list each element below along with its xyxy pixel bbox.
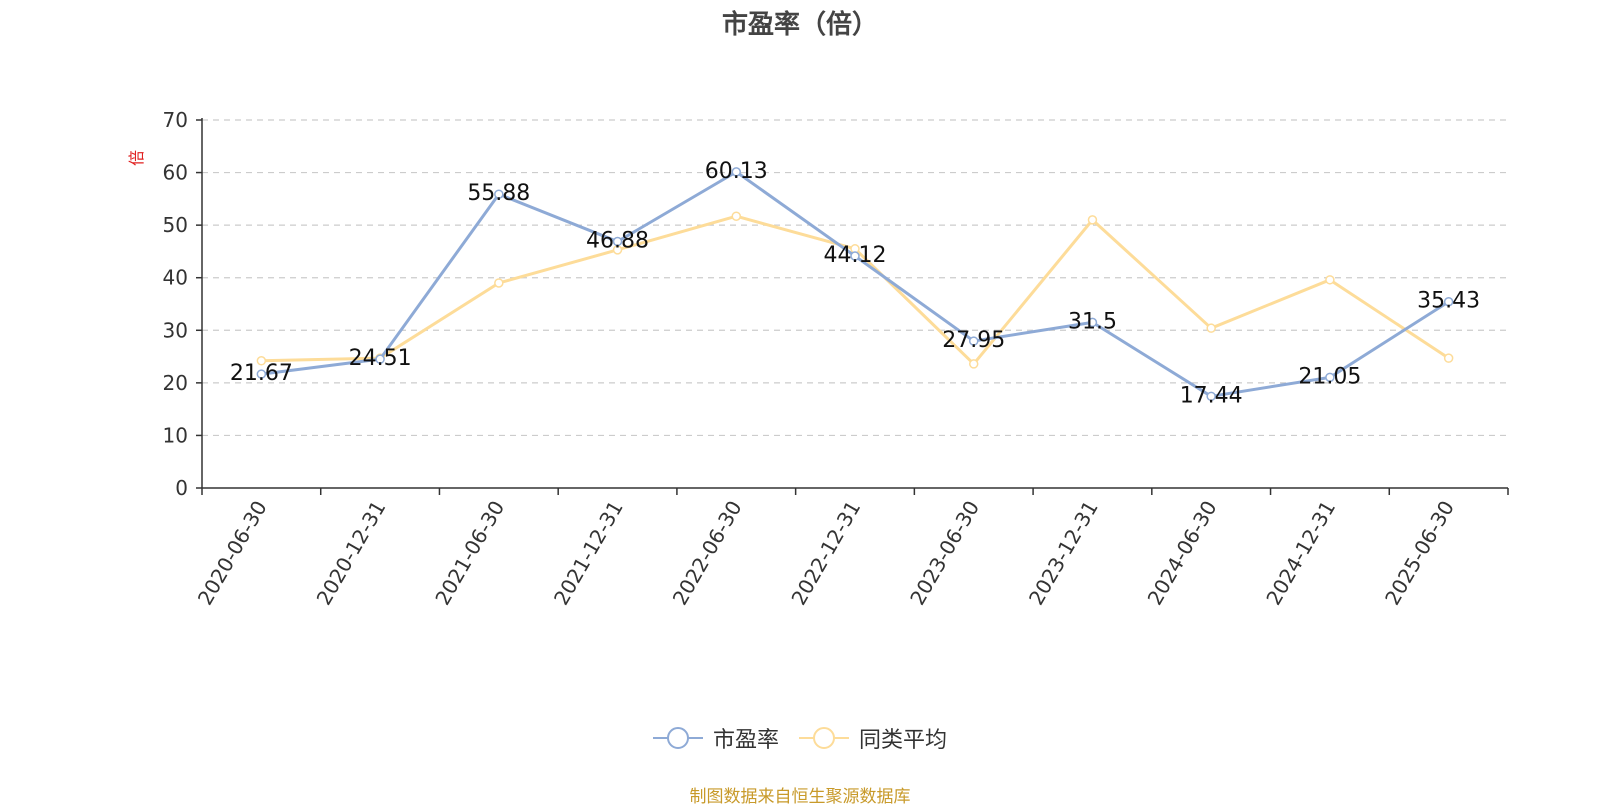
x-tick-label: 2023-06-30 xyxy=(905,497,984,610)
legend-label-peer-avg: 同类平均 xyxy=(859,728,948,753)
x-tick-label: 2022-06-30 xyxy=(668,497,747,610)
data-point-0 xyxy=(375,354,385,364)
data-point-0 xyxy=(494,189,504,199)
x-tick-label: 2021-12-31 xyxy=(549,497,628,610)
data-point-1 xyxy=(968,359,979,369)
y-tick-label: 60 xyxy=(163,161,188,185)
data-label: 27.95 xyxy=(942,328,1005,353)
legend-marker-peer-avg xyxy=(799,727,849,749)
y-tick-label: 20 xyxy=(163,371,188,395)
data-label: 60.13 xyxy=(705,159,768,184)
data-point-0 xyxy=(256,369,267,379)
legend: 市盈率 同类平均 xyxy=(0,722,1600,754)
series-line-0 xyxy=(261,170,1450,398)
chart-title: 市盈率（倍） xyxy=(721,10,878,40)
data-point-1 xyxy=(1325,275,1335,285)
data-point-1 xyxy=(1206,323,1216,333)
y-tick-label: 50 xyxy=(163,213,188,237)
data-point-1 xyxy=(1443,353,1454,363)
gridlines xyxy=(202,119,1508,437)
data-source-footer: 制图数据来自恒生聚源数据库 xyxy=(689,787,911,807)
data-point-0 xyxy=(1087,317,1098,328)
data-point-0 xyxy=(1443,296,1454,307)
x-tick-label: 2020-12-31 xyxy=(312,497,391,610)
data-point-1 xyxy=(1087,215,1098,225)
data-label: 21.05 xyxy=(1298,364,1361,389)
x-tick-label: 2021-06-30 xyxy=(430,497,509,610)
data-label: 35.43 xyxy=(1417,289,1480,314)
data-label: 21.67 xyxy=(230,361,293,386)
y-axis-unit-label: 倍 xyxy=(127,150,146,166)
data-label: 46.88 xyxy=(586,229,649,254)
y-tick-label: 30 xyxy=(163,318,188,342)
data-point-1 xyxy=(731,211,742,221)
data-label: 55.88 xyxy=(467,181,530,206)
legend-label-pe: 市盈率 xyxy=(712,728,779,753)
series-lines xyxy=(256,167,1454,402)
data-label: 31.5 xyxy=(1068,309,1117,334)
legend-item-pe[interactable]: 市盈率 xyxy=(652,722,779,754)
x-tick-label: 2022-12-31 xyxy=(786,497,865,610)
data-point-0 xyxy=(850,251,860,261)
data-point-0 xyxy=(612,236,623,247)
series-line-1 xyxy=(261,214,1450,366)
data-point-0 xyxy=(1325,372,1335,383)
data-point-0 xyxy=(1206,391,1216,402)
x-tick-label: 2023-12-31 xyxy=(1024,497,1103,610)
y-tick-label: 0 xyxy=(175,476,188,500)
x-tick-label: 2024-12-31 xyxy=(1261,497,1340,610)
data-point-0 xyxy=(731,167,742,177)
data-label: 44.12 xyxy=(824,243,887,268)
x-tick-label: 2020-06-30 xyxy=(193,497,272,610)
data-label: 24.51 xyxy=(349,346,412,371)
data-point-0 xyxy=(968,336,979,346)
data-point-1 xyxy=(256,356,267,366)
y-tick-label: 70 xyxy=(163,108,188,132)
data-labels: 21.67 24.51 55.88 46.88 60.13 44.12 27.95 31.5 1… xyxy=(230,159,1480,408)
y-tick-label: 40 xyxy=(163,266,188,290)
legend-item-peer-avg[interactable]: 同类平均 xyxy=(799,722,947,754)
y-tick-label: 10 xyxy=(163,423,188,447)
x-tick-label: 2024-06-30 xyxy=(1143,497,1222,610)
x-tick-label: 2025-06-30 xyxy=(1380,497,1459,610)
legend-marker-pe xyxy=(652,727,703,749)
data-label: 17.44 xyxy=(1180,383,1243,408)
data-point-1 xyxy=(494,278,504,288)
